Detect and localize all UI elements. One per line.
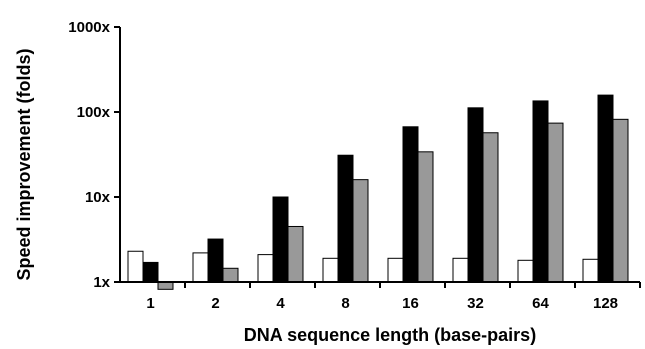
x-tick-label: 128 bbox=[593, 295, 618, 312]
x-tick-label: 4 bbox=[276, 295, 285, 312]
bar bbox=[127, 250, 144, 283]
bar bbox=[287, 225, 304, 283]
bar bbox=[452, 257, 469, 283]
bar bbox=[402, 126, 419, 283]
bar bbox=[582, 258, 599, 283]
bar bbox=[222, 267, 239, 283]
x-tick-label: 32 bbox=[467, 295, 484, 312]
x-tick-label: 64 bbox=[532, 295, 549, 312]
x-tick-label: 2 bbox=[211, 295, 219, 312]
y-tick-label: 100x bbox=[77, 104, 111, 121]
y-tick-label: 1000x bbox=[68, 19, 110, 36]
bar bbox=[192, 252, 209, 283]
bar bbox=[142, 261, 159, 283]
bar bbox=[417, 151, 434, 283]
bar bbox=[157, 281, 174, 290]
bar bbox=[482, 132, 499, 283]
bar bbox=[352, 179, 369, 283]
bar bbox=[532, 100, 549, 283]
bar bbox=[597, 94, 614, 283]
bar bbox=[517, 259, 534, 283]
bar bbox=[387, 257, 404, 283]
bar bbox=[467, 107, 484, 283]
bar bbox=[272, 196, 289, 283]
bar bbox=[547, 122, 564, 283]
bar bbox=[322, 257, 339, 283]
bars-group bbox=[127, 94, 629, 290]
y-tick-label: 1x bbox=[93, 274, 110, 291]
y-ticks-group: 1x 10x 100x 1000x bbox=[68, 19, 120, 291]
x-tick-label: 8 bbox=[341, 295, 349, 312]
x-tick-label: 16 bbox=[402, 295, 419, 312]
bar bbox=[612, 118, 629, 283]
y-tick-label: 10x bbox=[85, 189, 111, 206]
x-ticks-group: 1 2 4 8 16 32 64 128 bbox=[146, 282, 641, 312]
y-axis-title: Speed improvement (folds) bbox=[14, 48, 34, 280]
x-axis-title: DNA sequence length (base-pairs) bbox=[244, 325, 536, 345]
bar bbox=[337, 154, 354, 283]
bar bbox=[257, 254, 274, 283]
bar bbox=[207, 238, 224, 283]
x-tick-label: 1 bbox=[146, 295, 154, 312]
